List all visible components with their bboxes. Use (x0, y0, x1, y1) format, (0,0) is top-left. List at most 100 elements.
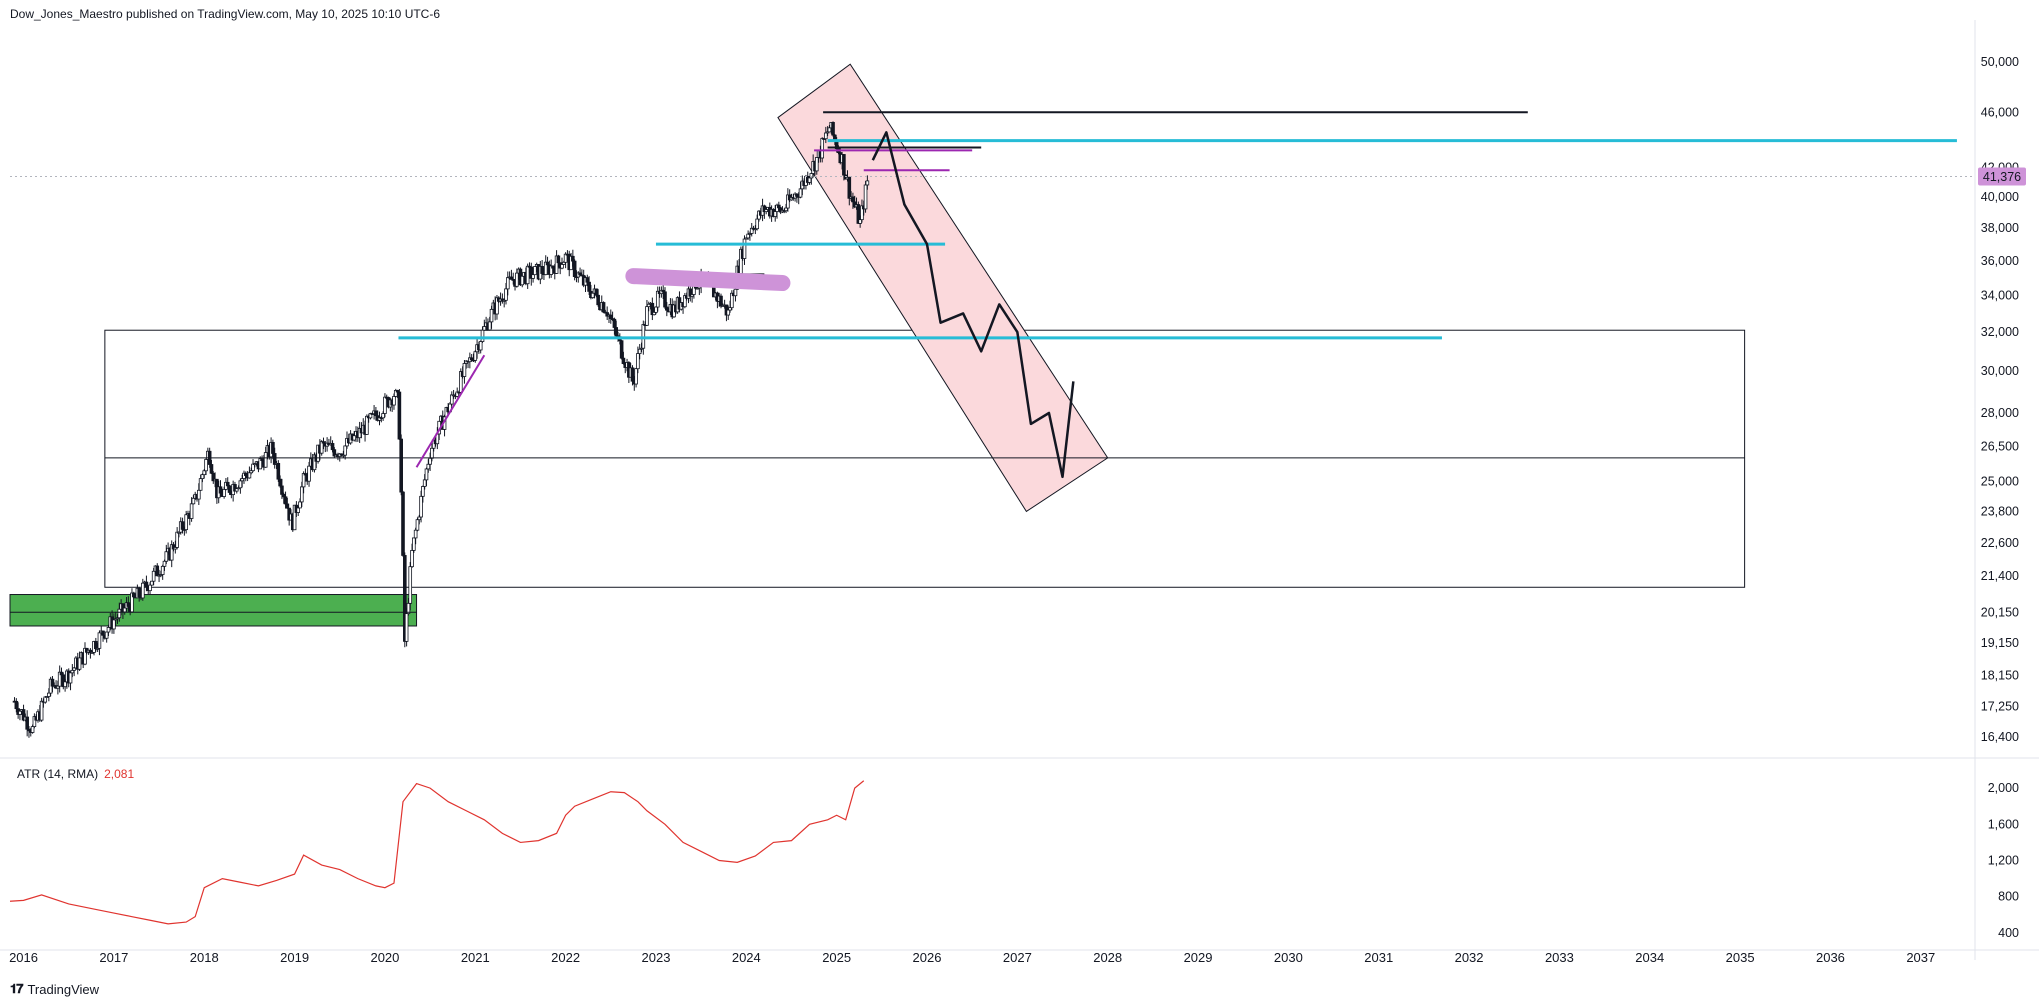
zones (9, 329, 1746, 627)
candle-body (858, 219, 862, 224)
candle-body (155, 565, 160, 577)
candle-body (381, 413, 385, 419)
candle-body (225, 481, 230, 487)
candle-body (665, 306, 669, 311)
candle-body (164, 551, 169, 562)
price-tick-label: 20,150 (1981, 605, 2019, 619)
candle-body (863, 184, 868, 210)
price-tick-label: 21,400 (1981, 569, 2019, 583)
candle-body (473, 351, 478, 361)
candle-body (847, 176, 852, 199)
candle-body (77, 657, 82, 670)
candle-body (654, 306, 658, 313)
candle-body (478, 341, 483, 351)
candle-body (504, 288, 508, 301)
candle-body (482, 326, 487, 331)
candle-body (587, 281, 591, 292)
candle-body (417, 516, 422, 521)
price-tick-label: 50,000 (1981, 55, 2019, 69)
atr-line (9, 780, 865, 925)
candle-body (280, 485, 284, 495)
candle-body (621, 357, 626, 364)
candle-body (449, 394, 454, 405)
price-tick-label: 26,500 (1981, 439, 2019, 453)
candle-body (515, 272, 519, 287)
candle-body (572, 260, 577, 278)
time-tick-label: 2033 (1545, 950, 1574, 965)
candle-body (851, 196, 855, 203)
candle-body (755, 218, 759, 230)
candle-body (271, 441, 275, 454)
candle-body (421, 486, 425, 497)
price-tick-label: 40,000 (1981, 190, 2019, 204)
candle-body (97, 632, 102, 649)
candle-body (160, 565, 165, 575)
candle-body (150, 580, 154, 586)
candle-body (688, 288, 693, 297)
level-lines (10, 111, 1975, 613)
time-tick-label: 2032 (1455, 950, 1484, 965)
candle-body (571, 255, 575, 262)
price-tick-label: 46,000 (1981, 105, 2019, 119)
candle-body (531, 274, 535, 279)
candle-body (175, 531, 179, 548)
atr-value: 2,081 (104, 767, 135, 781)
candle-body (112, 619, 116, 630)
candle-body (122, 607, 127, 613)
last-price-badge-label: 41,376 (1983, 170, 2021, 184)
candle-body (726, 309, 731, 316)
candle-body (368, 413, 373, 419)
candle-body (742, 238, 747, 259)
candle-body (430, 447, 434, 459)
candle-body (424, 468, 429, 481)
candle-body (525, 265, 530, 285)
price-tick-label: 18,150 (1981, 669, 2019, 683)
time-tick-label: 2026 (913, 950, 942, 965)
candle-body (184, 514, 188, 531)
candle-body (209, 464, 214, 474)
candle-body (148, 584, 152, 592)
candle-body (408, 566, 413, 604)
candle-body (198, 478, 203, 491)
candle-body (191, 497, 196, 505)
candle-body (540, 265, 544, 274)
drawings (415, 131, 1075, 479)
candle-body (403, 555, 407, 642)
time-tick-label: 2016 (9, 950, 38, 965)
axes: 50,00046,00042,00040,00038,00036,00034,0… (9, 55, 2026, 965)
candle-body (480, 329, 485, 342)
time-tick-label: 2018 (190, 950, 219, 965)
time-tick-label: 2031 (1364, 950, 1393, 965)
brand[interactable]: 𝟏𝟕 TradingView (10, 981, 99, 997)
candle-body (415, 519, 420, 531)
candle-body (283, 496, 288, 505)
time-tick-label: 2021 (461, 950, 490, 965)
candle-body (200, 474, 205, 480)
candle-body (272, 453, 277, 465)
candle-body (218, 486, 223, 494)
candle-body (495, 297, 499, 315)
candle-body (645, 306, 649, 326)
candle-body (251, 463, 255, 472)
candle-body (730, 292, 734, 309)
candle-body (596, 294, 600, 306)
range-box (104, 329, 1746, 588)
candle-body (204, 459, 208, 472)
candle-body (238, 480, 243, 489)
atr-legend[interactable]: ATR (14, RMA) 2,081 (17, 767, 134, 781)
time-tick-label: 2036 (1816, 950, 1845, 965)
price-tick-label: 16,400 (1981, 730, 2019, 744)
candle-body (824, 132, 828, 140)
candle-body (162, 560, 167, 567)
candle-body (412, 537, 416, 551)
candle-body (39, 700, 44, 721)
price-tick-label: 17,250 (1981, 699, 2019, 713)
candle-body (180, 521, 185, 530)
time-tick-label: 2035 (1726, 950, 1755, 965)
candle-body (397, 391, 402, 440)
candle-body (608, 314, 613, 320)
candle-body (197, 489, 201, 500)
atr-tick-label: 800 (1998, 890, 2019, 904)
candle-body (106, 626, 111, 633)
